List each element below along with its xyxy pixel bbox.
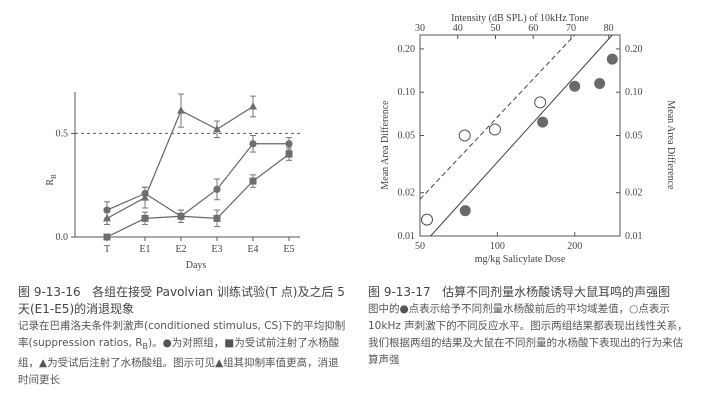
top-x-tick-label: 30: [415, 23, 425, 34]
filled-data-point: [594, 77, 606, 89]
right-right-y-tick-label: 0.01: [625, 231, 643, 242]
left-series-circle: [103, 135, 293, 223]
open-data-point: [488, 123, 501, 136]
filled-data-point: [606, 53, 618, 65]
right-figure-title-text: 估算不同剂量水杨酸诱导大鼠耳鸣的声强图: [442, 285, 671, 299]
bottom-x-axis-label: mg/kg Salicylate Dose: [475, 254, 566, 265]
left-x-tick-label: T: [104, 244, 110, 255]
data-point-triangle: [177, 106, 185, 114]
series-line: [106, 143, 289, 218]
right-right-y-tick-label: 0.10: [625, 87, 643, 98]
data-point-triangle: [141, 193, 149, 201]
top-x-tick-label: 60: [528, 23, 538, 34]
data-point-square: [103, 233, 111, 241]
solid-fit-line: [430, 34, 613, 237]
right-chart: 0.01 0.01 0.02 0.02 0.05 0.05 0.10 0.10 0.20 0.20…: [380, 13, 676, 265]
left-chart: 0.0 0.5 T E1 E2 E3 E4 E5 RB Days: [45, 92, 300, 271]
left-x-tick-label: E2: [175, 244, 186, 255]
right-right-y-tick-label: 0.02: [625, 188, 643, 199]
left-y-tick-label: 0.0: [56, 232, 69, 243]
top-x-axis-label: Intensity (dB SPL) of 10kHz Tone: [451, 13, 589, 24]
right-x-tick-label: 100: [490, 241, 505, 252]
right-left-y-tick-label: 0.02: [398, 188, 416, 199]
right-x-tick-label: 200: [567, 241, 582, 252]
data-point-square: [141, 214, 149, 222]
right-figure-title: 图 9-13-17 估算不同剂量水杨酸诱导大鼠耳鸣的声强图: [368, 284, 688, 301]
top-x-tick-label: 50: [490, 23, 500, 34]
right-y-ticks: 0.01 0.01 0.02 0.02 0.05 0.05 0.10 0.10 0.20 0.20: [398, 44, 643, 242]
right-right-y-tick-label: 0.05: [625, 131, 643, 142]
filled-data-point: [459, 205, 471, 217]
left-figure-title-text: 各组在接受 Pavolvian 训练试验(T 点)及之后 5 天(E1-E5)的…: [18, 285, 345, 316]
right-x-tick-label: 50: [415, 241, 425, 252]
left-series: [103, 93, 293, 241]
right-left-y-tick-label: 0.10: [398, 87, 416, 98]
open-data-point: [421, 213, 433, 226]
left-x-tick-label: E1: [139, 244, 150, 255]
data-point-circle: [285, 140, 293, 148]
right-figure-description: 图中的●点表示给予不同剂量水杨酸前后的平均域差值，○点表示 10kHz 声刺激下…: [368, 303, 688, 366]
top-x-tick-label: 40: [453, 23, 463, 34]
data-point-triangle: [213, 124, 221, 133]
left-series-triangle: [103, 93, 257, 226]
filled-data-point: [537, 116, 549, 128]
right-x-ticks: 50 100 200: [415, 232, 582, 252]
right-y-axis-label: Mean Area Difference: [665, 100, 676, 190]
left-x-tick-label: E4: [247, 244, 258, 255]
series-line: [106, 153, 290, 238]
open-data-point: [534, 96, 547, 109]
series-line: [106, 105, 254, 219]
right-figure-id: 图 9-13-17: [368, 285, 431, 299]
data-point-triangle: [249, 102, 257, 110]
open-data-point: [458, 129, 471, 142]
right-right-y-tick-label: 0.20: [625, 44, 643, 55]
left-figure-description: 记录在巴甫洛夫条件刺激声(conditioned stimulus, CS)下的…: [18, 320, 346, 387]
dashed-fit-line: [419, 34, 576, 200]
left-figure-id: 图 9-13-16: [18, 285, 81, 299]
right-points: [421, 53, 618, 226]
left-caption: 图 9-13-16 各组在接受 Pavolvian 训练试验(T 点)及之后 5…: [18, 284, 348, 389]
top-x-tick-label: 80: [604, 23, 614, 34]
data-point-square: [213, 214, 221, 222]
data-point-square: [249, 177, 257, 185]
left-x-ticks: T E1 E2 E3 E4 E5: [104, 237, 295, 255]
data-point-triangle: [103, 213, 111, 222]
right-top-ticks: 30 40 50 60 70 80: [415, 23, 614, 39]
left-x-axis-label: Days: [186, 260, 207, 271]
left-y-axis-label: RB: [45, 174, 58, 186]
left-y-tick-label: 0.5: [56, 128, 69, 139]
left-y-ticks: 0.0 0.5: [56, 128, 75, 243]
right-plot-frame: [419, 34, 621, 237]
data-point-square: [177, 212, 185, 220]
right-caption: 图 9-13-17 估算不同剂量水杨酸诱导大鼠耳鸣的声强图 图中的●点表示给予不…: [368, 284, 688, 369]
left-figure-title: 图 9-13-16 各组在接受 Pavolvian 训练试验(T 点)及之后 5…: [18, 284, 348, 318]
right-left-y-tick-label: 0.05: [398, 131, 416, 142]
left-series-square: [103, 147, 293, 241]
right-left-y-tick-label: 0.20: [398, 44, 416, 55]
right-left-y-tick-label: 0.01: [398, 231, 416, 242]
data-point-circle: [213, 185, 221, 193]
left-y-axis-label-right-chart: Mean Area Difference: [380, 100, 391, 190]
top-x-tick-label: 70: [566, 23, 576, 34]
data-point-square: [285, 150, 293, 158]
filled-data-point: [569, 80, 581, 92]
left-x-tick-label: E5: [283, 244, 294, 255]
data-point-circle: [249, 140, 257, 148]
left-x-tick-label: E3: [211, 244, 222, 255]
